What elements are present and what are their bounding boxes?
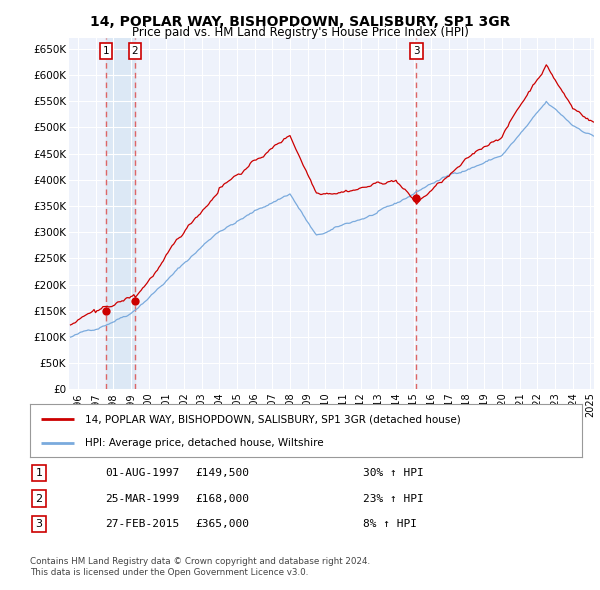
Text: 14, POPLAR WAY, BISHOPDOWN, SALISBURY, SP1 3GR: 14, POPLAR WAY, BISHOPDOWN, SALISBURY, S…: [90, 15, 510, 29]
Text: HPI: Average price, detached house, Wiltshire: HPI: Average price, detached house, Wilt…: [85, 438, 324, 448]
Text: 01-AUG-1997: 01-AUG-1997: [105, 468, 179, 478]
Text: Contains HM Land Registry data © Crown copyright and database right 2024.: Contains HM Land Registry data © Crown c…: [30, 558, 370, 566]
Text: 8% ↑ HPI: 8% ↑ HPI: [363, 519, 417, 529]
Text: This data is licensed under the Open Government Licence v3.0.: This data is licensed under the Open Gov…: [30, 568, 308, 577]
Text: 1: 1: [35, 468, 43, 478]
Text: 2: 2: [131, 45, 138, 55]
Text: 1: 1: [103, 45, 109, 55]
Text: Price paid vs. HM Land Registry's House Price Index (HPI): Price paid vs. HM Land Registry's House …: [131, 26, 469, 39]
Text: £168,000: £168,000: [195, 494, 249, 503]
Text: 3: 3: [413, 45, 419, 55]
Text: 25-MAR-1999: 25-MAR-1999: [105, 494, 179, 503]
Text: 30% ↑ HPI: 30% ↑ HPI: [363, 468, 424, 478]
Text: 27-FEB-2015: 27-FEB-2015: [105, 519, 179, 529]
Text: 14, POPLAR WAY, BISHOPDOWN, SALISBURY, SP1 3GR (detached house): 14, POPLAR WAY, BISHOPDOWN, SALISBURY, S…: [85, 414, 461, 424]
Text: 2: 2: [35, 494, 43, 503]
Text: 3: 3: [35, 519, 43, 529]
Text: 23% ↑ HPI: 23% ↑ HPI: [363, 494, 424, 503]
Bar: [106, 38, 135, 389]
Text: £149,500: £149,500: [195, 468, 249, 478]
Text: £365,000: £365,000: [195, 519, 249, 529]
